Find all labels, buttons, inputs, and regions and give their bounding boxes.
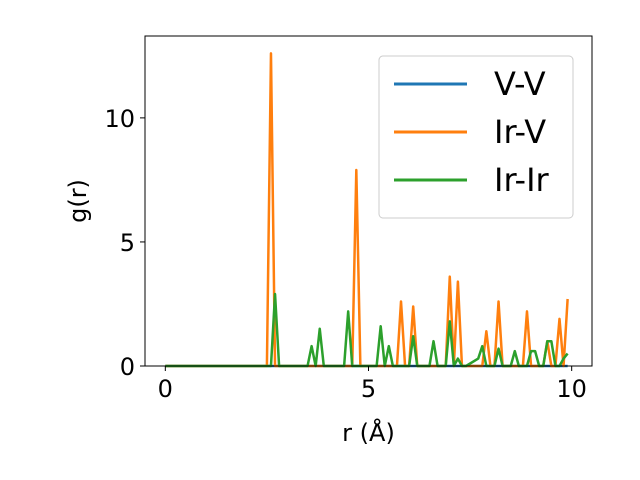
x-axis-label: r (Å) bbox=[342, 418, 395, 447]
series-line-ir-ir bbox=[165, 292, 569, 368]
y-tick-label: 10 bbox=[104, 105, 135, 133]
legend-label: Ir-Ir bbox=[494, 161, 550, 199]
legend-label: V-V bbox=[494, 65, 546, 103]
y-tick-label: 0 bbox=[120, 353, 135, 381]
x-tick-label: 0 bbox=[158, 375, 173, 403]
x-axis: 0 5 10 bbox=[158, 366, 587, 403]
y-tick-label: 5 bbox=[120, 229, 135, 257]
legend: V-V Ir-V Ir-Ir bbox=[378, 55, 574, 219]
x-tick-label: 5 bbox=[361, 375, 376, 403]
y-axis-label: g(r) bbox=[64, 179, 92, 223]
y-axis: 0 5 10 bbox=[104, 105, 145, 381]
x-tick-label: 10 bbox=[556, 375, 587, 403]
legend-box bbox=[378, 55, 574, 219]
legend-label: Ir-V bbox=[494, 113, 546, 151]
